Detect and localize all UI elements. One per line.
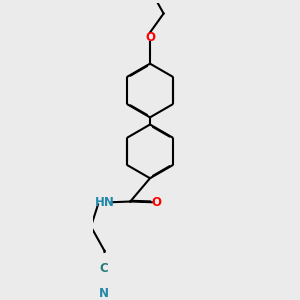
Text: N: N — [99, 287, 109, 300]
Text: O: O — [151, 196, 161, 209]
Text: O: O — [145, 32, 155, 44]
Text: C: C — [99, 262, 108, 275]
Text: HN: HN — [94, 196, 115, 209]
